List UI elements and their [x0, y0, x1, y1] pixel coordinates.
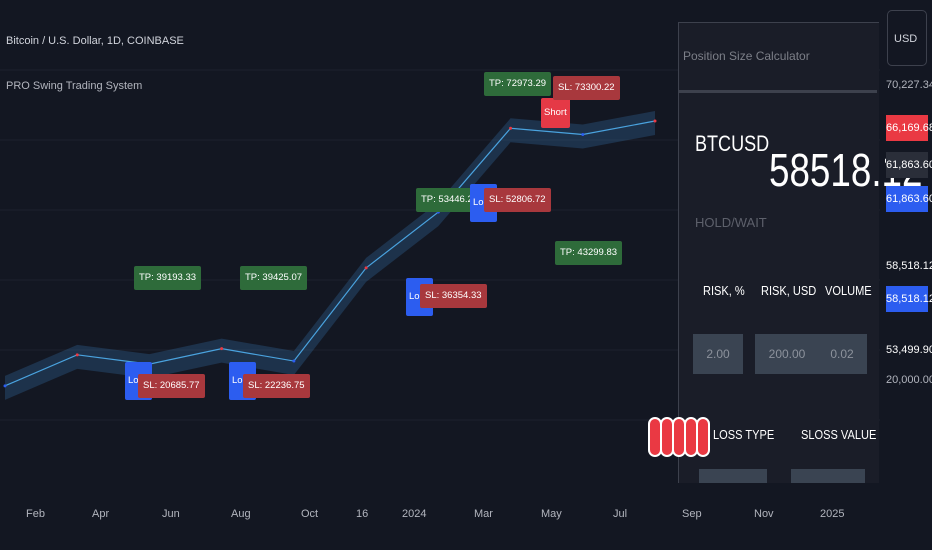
price-point [3, 384, 7, 388]
risk-usd-label: RISK, USD [761, 283, 817, 298]
trend-band [5, 111, 655, 400]
time-tick: 16 [356, 508, 369, 520]
sl-label: SL: 52806.72 [484, 188, 551, 212]
price-badge: 53,499.90 [886, 337, 932, 363]
event-flag-icon[interactable] [696, 417, 710, 457]
short-label: Short [541, 98, 570, 128]
time-tick: Sep [682, 508, 702, 520]
sl-label: SL: 22236.75 [243, 374, 310, 398]
price-point [653, 119, 657, 123]
time-tick: Aug [231, 508, 251, 520]
price-point [75, 353, 79, 357]
sl-label: SL: 36354.33 [420, 284, 487, 308]
tp-label: TP: 39193.33 [134, 266, 202, 290]
volume-label: VOLUME [825, 283, 872, 298]
price-point [581, 132, 585, 136]
risk-percent-label: RISK, % [703, 283, 745, 298]
tp-label: TP: 43299.83 [555, 241, 623, 265]
time-tick: 2025 [820, 508, 845, 520]
price-badge-blue: 58,518.12 [886, 286, 932, 312]
price-tick: 70,227.34 [886, 76, 932, 94]
time-tick: Oct [301, 508, 319, 520]
calculator-title: Position Size Calculator [679, 23, 877, 93]
time-tick: Feb [26, 508, 45, 520]
price-point [220, 347, 224, 351]
price-point [292, 359, 296, 363]
price-badge: 61,863.60 [886, 152, 932, 178]
risk-usd-input[interactable]: 200.00 [755, 334, 819, 374]
price-badge: 58,518.12 [886, 253, 932, 279]
time-tick: Nov [754, 508, 774, 520]
tp-label: TP: 39425.07 [240, 266, 308, 290]
price-tick: 20,000.00 [886, 372, 932, 388]
position-size-calculator: Position Size Calculator BTCUSD 58518.12… [678, 22, 923, 483]
sl-label: SL: 73300.22 [553, 76, 620, 100]
price-point [509, 126, 513, 130]
volume-input[interactable]: 0.02 [817, 334, 867, 374]
time-tick: 2024 [402, 508, 427, 520]
price-badge-blue: 61,863.60 [886, 186, 932, 212]
indicator-name[interactable]: PRO Swing Trading System [6, 80, 143, 92]
currency-selector[interactable]: USD [887, 10, 927, 66]
tp-label: TP: 72973.29 [484, 72, 552, 96]
sl-label: SL: 20685.77 [138, 374, 205, 398]
price-badge-red: 66,169.68 [886, 115, 932, 141]
time-tick: Jul [613, 508, 628, 520]
price-point [364, 266, 368, 270]
sloss-type-label: LOSS TYPE [713, 427, 775, 442]
risk-percent-input[interactable]: 2.00 [693, 334, 743, 374]
sloss-type-select[interactable] [699, 469, 767, 483]
time-tick: Mar [474, 508, 493, 520]
calculator-status: HOLD/WAIT [695, 215, 767, 230]
time-tick: May [541, 508, 562, 520]
calculator-symbol: BTCUSD [695, 131, 770, 156]
symbol-title: Bitcoin / U.S. Dollar, 1D, COINBASE [6, 35, 184, 47]
price-line [4, 120, 656, 387]
time-tick: Jun [162, 508, 180, 520]
sloss-value-label: SLOSS VALUE [801, 427, 877, 442]
time-tick: Apr [92, 508, 110, 520]
sloss-value-input[interactable] [791, 469, 865, 483]
